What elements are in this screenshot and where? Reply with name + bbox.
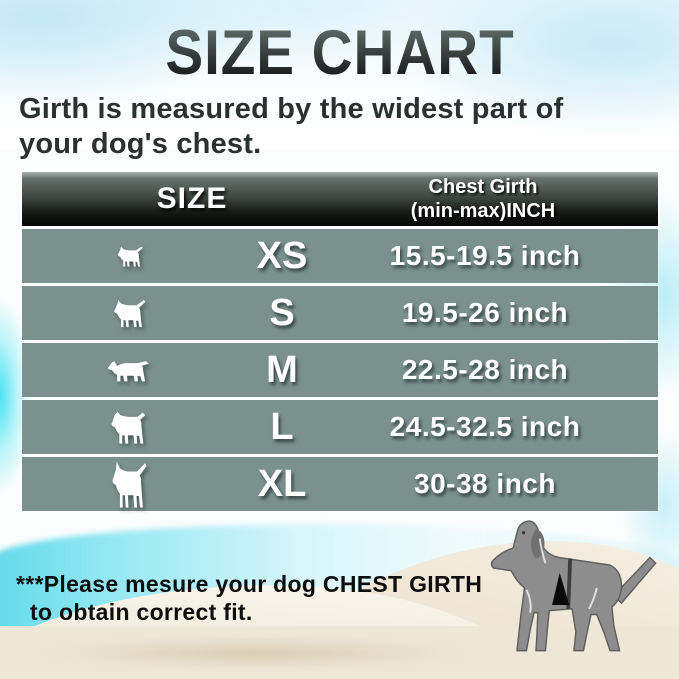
table-row-s: S 19.5-26 inch (22, 286, 658, 340)
girth-value: 22.5-28 inch (401, 354, 569, 385)
size-label: M (266, 348, 298, 391)
footnote: ***Please mesure your dog CHEST GIRTH to… (16, 570, 526, 626)
dune-shadow (40, 636, 470, 670)
size-label: L (270, 405, 294, 448)
girth-value: 30-38 inch (414, 468, 556, 499)
dog-body (490, 520, 623, 652)
dog-tail (612, 556, 657, 605)
intro-text: Girth is measured by the widest part of … (19, 92, 669, 162)
girth-value: 24.5-32.5 inch (389, 411, 581, 442)
dachshund-dog-icon (107, 361, 149, 382)
large-dog-icon (111, 411, 145, 444)
table-row-m: M 22.5-28 inch (22, 343, 658, 397)
dog-highlight-lines (525, 538, 598, 613)
dog-eye (521, 531, 526, 535)
table-row-xl: XL 30-38 inch (22, 457, 658, 511)
size-label: S (269, 291, 295, 334)
chest-girth-header-line-1: Chest Girth (428, 176, 538, 198)
small-dog-icon (113, 299, 145, 327)
table-row-l: L 24.5-32.5 inch (22, 400, 658, 454)
dog-girth-illustration (490, 520, 657, 652)
page-title: SIZE CHART (164, 18, 515, 88)
intro-line-1: Girth is measured by the widest part of (19, 93, 564, 125)
intro-line-2: your dog's chest. (19, 127, 262, 160)
table-row-xs: XS 15.5-19.5 inch (22, 229, 658, 283)
great-dane-dog-icon (111, 461, 146, 507)
girth-value: 19.5-26 inch (401, 297, 569, 328)
girth-arrow-marker (552, 572, 570, 605)
girth-value: 15.5-19.5 inch (389, 240, 581, 271)
column-header-chest-girth: Chest Girth (min-max)INCH (342, 175, 658, 223)
size-table-header: SIZE Chest Girth (min-max)INCH (22, 172, 658, 226)
footnote-line-1: ***Please mesure your dog CHEST GIRTH (16, 571, 483, 597)
sky-background (0, 0, 679, 150)
size-label: XL (257, 462, 307, 505)
size-label: XS (256, 234, 308, 277)
footnote-line-2: to obtain correct fit. (30, 599, 253, 626)
column-header-size: SIZE (156, 182, 228, 215)
chihuahua-dog-icon (117, 245, 143, 267)
chest-girth-header-line-2: (min-max)INCH (410, 200, 556, 222)
girth-line (566, 558, 573, 609)
